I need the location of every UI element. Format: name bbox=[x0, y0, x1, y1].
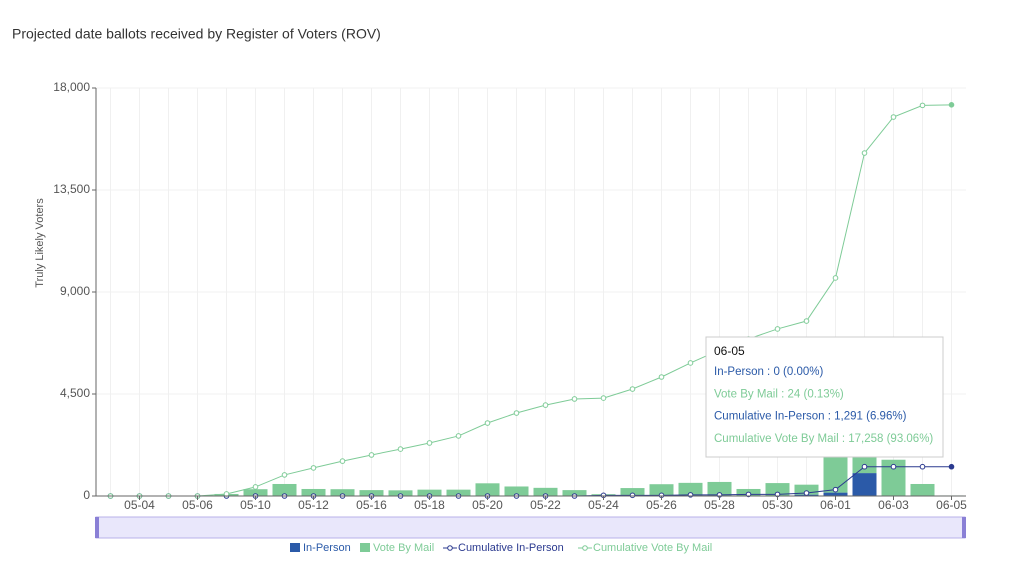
point bbox=[861, 463, 868, 470]
point bbox=[774, 326, 781, 332]
bar bbox=[823, 492, 848, 496]
point bbox=[397, 446, 404, 452]
y-tick-label: 18,000 bbox=[53, 80, 90, 94]
tooltip-line: Vote By Mail : 24 (0.13%) bbox=[714, 388, 844, 400]
point bbox=[281, 472, 288, 478]
tooltip-line: Cumulative In-Person : 1,291 (6.96%) bbox=[714, 411, 907, 423]
bar bbox=[707, 481, 732, 496]
y-axis-label: Truly Likely Voters bbox=[34, 198, 46, 288]
x-tick-label: 05-12 bbox=[298, 498, 329, 512]
y-tick-label: 0 bbox=[83, 488, 90, 502]
point bbox=[629, 492, 636, 499]
x-tick-label: 05-26 bbox=[646, 498, 677, 512]
point bbox=[571, 396, 578, 402]
legend-marker bbox=[582, 545, 588, 551]
point bbox=[368, 452, 375, 458]
tooltip-title: 06-05 bbox=[714, 344, 745, 358]
x-tick-label: 05-22 bbox=[530, 498, 561, 512]
zoom-slider[interactable] bbox=[95, 516, 966, 539]
legend-label: Cumulative Vote By Mail bbox=[593, 542, 712, 554]
bar bbox=[649, 484, 674, 496]
x-tick-label: 05-24 bbox=[588, 498, 619, 512]
point bbox=[339, 458, 346, 464]
x-tick-label: 05-06 bbox=[182, 498, 213, 512]
zoom-handle-right[interactable] bbox=[962, 517, 966, 538]
bar bbox=[852, 473, 877, 496]
bar bbox=[533, 487, 558, 496]
x-tick-label: 06-03 bbox=[878, 498, 909, 512]
legend-marker bbox=[447, 545, 453, 551]
bar bbox=[243, 489, 268, 496]
bar bbox=[388, 490, 413, 496]
legend-label: Cumulative In-Person bbox=[458, 542, 564, 554]
x-tick-label: 05-16 bbox=[356, 498, 387, 512]
point bbox=[803, 318, 810, 324]
point bbox=[919, 463, 926, 470]
point bbox=[861, 150, 868, 156]
legend-label: Vote By Mail bbox=[373, 542, 434, 554]
line bbox=[110, 104, 952, 497]
bar bbox=[765, 483, 790, 496]
point bbox=[919, 102, 926, 109]
bar bbox=[823, 456, 848, 493]
tooltip-line: Cumulative Vote By Mail : 17,258 (93.06%… bbox=[714, 433, 933, 445]
point bbox=[803, 490, 810, 496]
tooltip: 06-05 In-Person : 0 (0.00%) Vote By Mail … bbox=[705, 336, 944, 458]
legend: In-Person Vote By Mail Cumulative In-Perso… bbox=[290, 542, 712, 554]
point bbox=[629, 386, 636, 392]
bar bbox=[359, 490, 384, 496]
chart-title: Projected date ballots received by Regis… bbox=[12, 26, 381, 42]
zoom-handle-left[interactable] bbox=[95, 517, 99, 538]
point bbox=[948, 463, 955, 470]
bar bbox=[794, 484, 819, 495]
point bbox=[426, 440, 433, 446]
point bbox=[600, 395, 607, 401]
x-tick-label: 05-10 bbox=[240, 498, 271, 512]
point bbox=[890, 114, 897, 120]
x-tick-label: 05-18 bbox=[414, 498, 445, 512]
point bbox=[513, 410, 520, 416]
point bbox=[542, 402, 549, 408]
y-tick-label: 4,500 bbox=[60, 386, 90, 400]
point bbox=[310, 465, 317, 471]
point bbox=[832, 486, 839, 493]
y-tick-label: 13,500 bbox=[53, 182, 90, 196]
y-tick-label: 9,000 bbox=[60, 284, 90, 298]
bar bbox=[301, 488, 326, 496]
point bbox=[948, 102, 955, 108]
bar bbox=[620, 488, 645, 496]
bar bbox=[475, 483, 500, 496]
point bbox=[687, 360, 694, 366]
tooltip-box bbox=[705, 336, 944, 458]
x-tick-label: 06-05 bbox=[936, 498, 967, 512]
legend-marker bbox=[290, 543, 300, 552]
bar bbox=[678, 482, 703, 496]
point bbox=[832, 275, 839, 281]
bar bbox=[562, 490, 587, 496]
legend-label: In-Person bbox=[303, 542, 351, 554]
point bbox=[484, 420, 491, 426]
bar bbox=[330, 489, 355, 496]
bar bbox=[910, 483, 935, 496]
tooltip-line: In-Person : 0 (0.00%) bbox=[714, 366, 823, 378]
legend-marker bbox=[360, 543, 370, 552]
point bbox=[455, 433, 462, 439]
x-tick-label: 06-01 bbox=[820, 498, 851, 512]
bar bbox=[446, 489, 471, 496]
point bbox=[252, 484, 259, 490]
point bbox=[658, 374, 665, 380]
x-tick-label: 05-28 bbox=[704, 498, 735, 512]
bar bbox=[504, 486, 529, 496]
marks bbox=[107, 102, 964, 499]
x-tick-label: 05-30 bbox=[762, 498, 793, 512]
x-tick-label: 05-20 bbox=[472, 498, 503, 512]
bar bbox=[272, 483, 297, 496]
bar bbox=[417, 489, 442, 496]
point bbox=[890, 463, 897, 470]
x-tick-label: 05-04 bbox=[124, 498, 155, 512]
